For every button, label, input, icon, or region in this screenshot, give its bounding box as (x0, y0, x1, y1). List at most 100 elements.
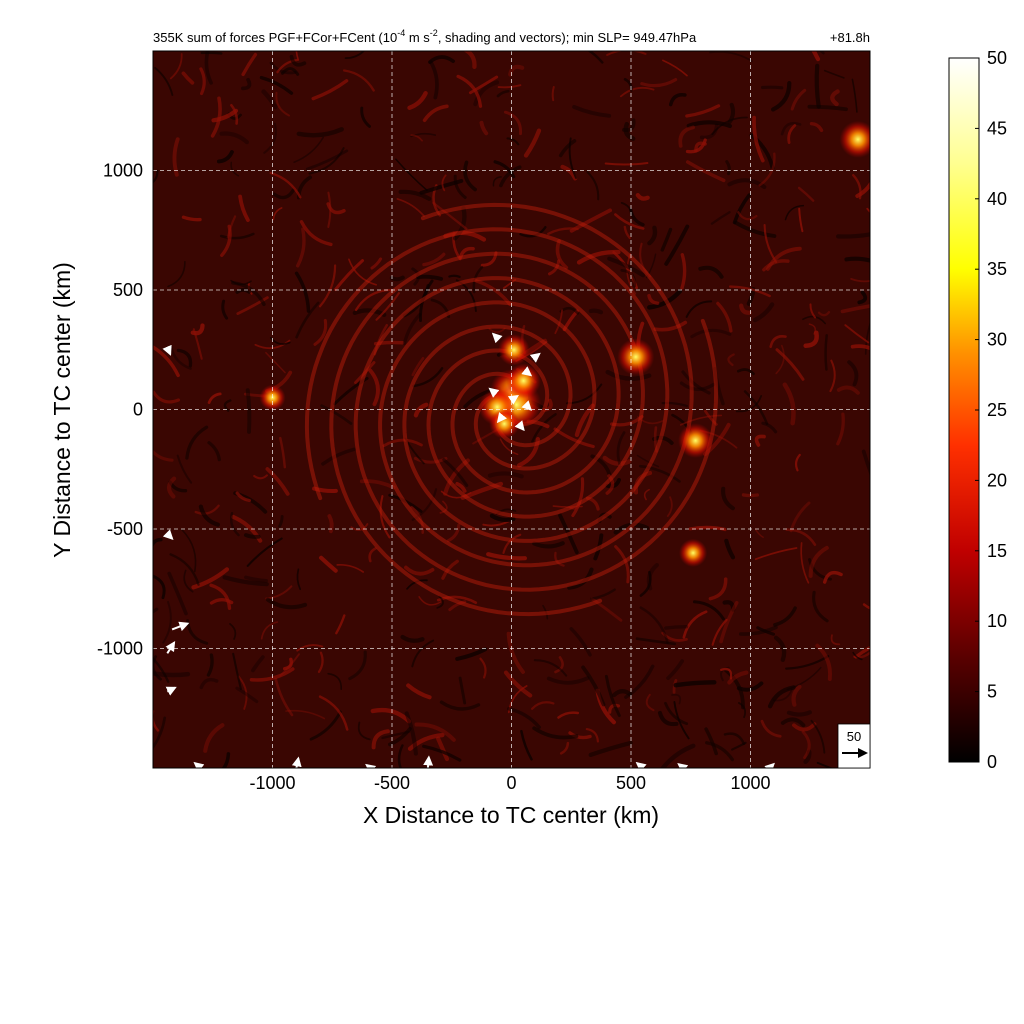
texture-filament (711, 618, 728, 646)
y-tick-label: -1000 (97, 639, 143, 659)
texture-filament (812, 590, 829, 623)
texture-filament (785, 655, 830, 670)
texture-filament (682, 610, 708, 639)
texture-filament (585, 728, 599, 743)
texture-filament (199, 677, 219, 690)
texture-filament (406, 579, 428, 590)
texture-filament (468, 75, 499, 95)
texture-filament (412, 367, 444, 388)
texture-filament (503, 670, 533, 698)
texture-filament (836, 412, 845, 446)
texture-filament (709, 51, 753, 63)
texture-filament (685, 104, 721, 118)
texture-filament (220, 224, 232, 257)
texture-filament (761, 85, 784, 90)
texture-filament (681, 370, 711, 395)
texture-filament (482, 520, 510, 527)
texture-filament (554, 656, 564, 674)
texture-filament (605, 478, 621, 489)
texture-filament (727, 178, 767, 190)
texture-filament (639, 242, 652, 278)
texture-filament (296, 127, 344, 138)
texture-filament (289, 54, 307, 67)
texture-filament (169, 553, 200, 586)
texture-filament (172, 137, 180, 177)
texture-filament (198, 504, 220, 527)
texture-filament (645, 693, 655, 712)
texture-filament (861, 449, 870, 477)
texture-filament (698, 265, 724, 279)
texture-filament (664, 224, 690, 266)
texture-filament (253, 474, 268, 480)
texture-filament (811, 51, 821, 62)
texture-filament (619, 86, 655, 98)
texture-filament (402, 313, 422, 345)
texture-filament (312, 486, 338, 493)
texture-filament (359, 479, 396, 490)
texture-filament (773, 635, 787, 663)
texture-filament (456, 74, 483, 108)
texture-filament (680, 253, 687, 290)
texture-filament (279, 653, 300, 677)
texture-filament (441, 559, 459, 580)
texture-filament (488, 327, 506, 334)
hotspot (498, 334, 530, 366)
texture-filament (410, 134, 423, 142)
force-vector (193, 761, 205, 768)
x-tick-label: 1000 (730, 773, 770, 793)
texture-filament (847, 360, 859, 387)
texture-filament (736, 368, 755, 376)
hotspot (489, 408, 520, 439)
texture-filament (850, 278, 870, 283)
texture-filament (357, 721, 371, 741)
texture-filament (852, 651, 863, 661)
texture-filament (693, 600, 725, 621)
texture-filament (311, 79, 349, 101)
texture-filament (176, 348, 193, 368)
texture-filament (295, 51, 300, 61)
texture-filament (265, 597, 308, 610)
texture-filament (379, 495, 391, 539)
texture-filament (732, 193, 751, 225)
texture-filament (786, 710, 812, 717)
texture-filament (305, 149, 349, 171)
texture-filament (738, 702, 747, 719)
texture-filament (278, 515, 284, 528)
texture-filament (265, 351, 286, 374)
texture-filament (620, 269, 637, 288)
texture-filament (429, 60, 439, 100)
force-vector (677, 762, 689, 768)
texture-filament (276, 58, 299, 74)
texture-filament (440, 490, 472, 499)
texture-filament (711, 116, 748, 136)
colorbar: 0 5 10 15 20 25 30 35 40 45 50 (948, 48, 1007, 772)
texture-filament (272, 207, 283, 221)
texture-filament (230, 104, 239, 125)
colorbar-tick-label: 15 (987, 541, 1007, 561)
texture-filament (647, 225, 658, 246)
texture-filament (422, 252, 446, 267)
y-tick-label: 0 (133, 400, 143, 420)
texture-filament (348, 258, 377, 286)
texture-filament (293, 136, 324, 163)
texture-filament (334, 259, 364, 292)
texture-filament (235, 288, 251, 294)
texture-filament (551, 86, 555, 102)
texture-filament (588, 740, 633, 758)
texture-filament (436, 736, 450, 762)
texture-filament (246, 537, 283, 567)
texture-filament (652, 435, 674, 445)
force-vector (488, 387, 500, 398)
texture-filament (153, 671, 191, 678)
texture-filament (241, 52, 258, 77)
texture-filament (327, 191, 332, 228)
colorbar-tick-label: 5 (987, 682, 997, 702)
colorbar-ticks: 0 5 10 15 20 25 30 35 40 45 50 (975, 48, 1007, 772)
texture-filament (166, 476, 177, 499)
texture-filament (824, 334, 828, 371)
colorbar-tick-label: 10 (987, 611, 1007, 631)
texture-filament (719, 600, 739, 644)
texture-filament (455, 279, 477, 313)
texture-filament (441, 174, 447, 192)
texture-filament (636, 454, 660, 468)
